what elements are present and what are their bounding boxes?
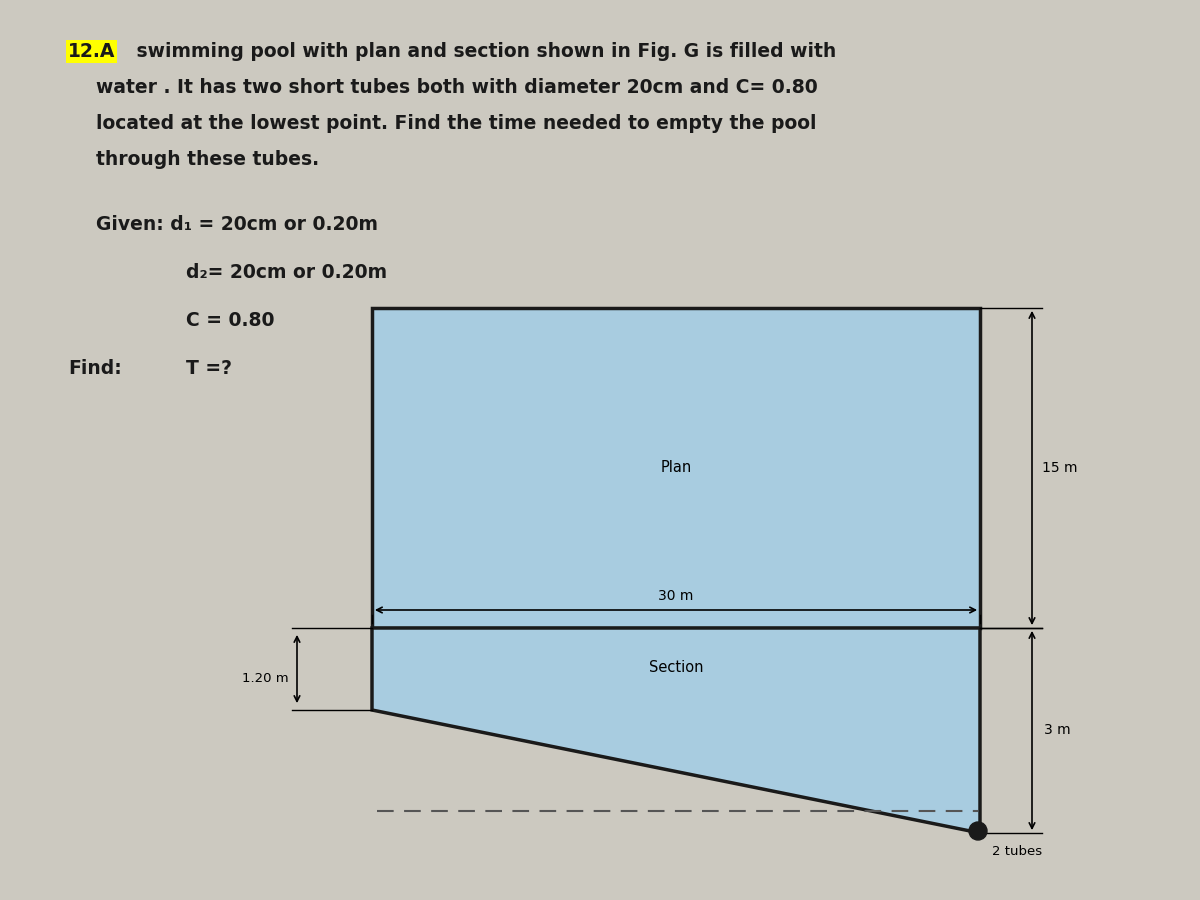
Text: Find:: Find: [68,359,121,378]
Text: 1.20 m: 1.20 m [241,672,288,686]
Circle shape [970,822,986,840]
Text: d₂= 20cm or 0.20m: d₂= 20cm or 0.20m [186,263,388,282]
Text: water . It has two short tubes both with diameter 20cm and C= 0.80: water . It has two short tubes both with… [96,78,817,97]
Polygon shape [372,308,980,628]
Text: 12.A: 12.A [68,42,115,61]
Text: 30 m: 30 m [659,589,694,603]
Text: Given: d₁ = 20cm or 0.20m: Given: d₁ = 20cm or 0.20m [96,215,378,234]
Text: C = 0.80: C = 0.80 [186,311,275,330]
Text: 2 tubes: 2 tubes [992,845,1042,858]
Text: Plan: Plan [660,461,691,475]
Text: through these tubes.: through these tubes. [96,150,319,169]
Text: T =?: T =? [186,359,232,378]
Polygon shape [372,628,980,833]
Text: 15 m: 15 m [1043,461,1078,475]
Text: swimming pool with plan and section shown in Fig. G is filled with: swimming pool with plan and section show… [130,42,836,61]
Text: 3 m: 3 m [1044,724,1070,737]
Text: Section: Section [649,661,703,676]
Text: located at the lowest point. Find the time needed to empty the pool: located at the lowest point. Find the ti… [96,114,816,133]
